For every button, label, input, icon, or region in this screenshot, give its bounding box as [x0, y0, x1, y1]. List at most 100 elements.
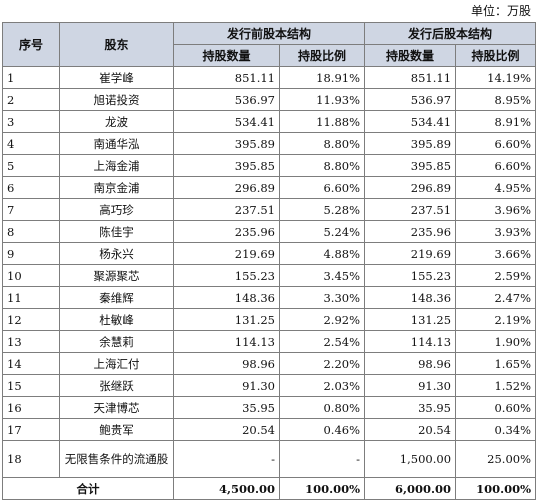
after-shares: 148.36	[364, 286, 457, 309]
table-row: 14 上海汇付 98.96 2.20% 98.96 1.65%	[2, 352, 537, 375]
before-shares: 219.69	[173, 242, 280, 265]
after-ratio: 2.59%	[455, 264, 537, 287]
after-ratio: 2.19%	[455, 308, 537, 331]
header-after-ratio: 持股比例	[455, 44, 537, 67]
row-number: 17	[2, 418, 60, 441]
row-number: 12	[2, 308, 60, 331]
before-shares: 35.95	[173, 396, 280, 419]
shareholder-name: 聚源聚芯	[59, 264, 174, 287]
row-number: 4	[2, 132, 60, 155]
before-ratio: 0.46%	[278, 418, 366, 441]
table-body: 1 崔学峰 851.11 18.91% 851.11 14.19% 2 旭诺投资 536.97 1…	[2, 66, 537, 478]
after-ratio: 8.91%	[455, 110, 537, 133]
row-number: 1	[2, 66, 60, 89]
table-footer: 合计 4,500.00 100.00% 6,000.00 100.00%	[2, 477, 537, 500]
after-ratio: 2.47%	[455, 286, 537, 309]
table-header: 序号 股东 发行前股本结构 发行后股本结构 持股数量 持股比例 持股数量 持股比…	[2, 22, 537, 67]
table-row: 16 天津博芯 35.95 0.80% 35.95 0.60%	[2, 396, 537, 419]
table-row: 7 高巧珍 237.51 5.28% 237.51 3.96%	[2, 198, 537, 221]
shareholder-name: 上海金浦	[59, 154, 174, 177]
shareholder-name: 杜敏峰	[59, 308, 174, 331]
shareholder-name: 杨永兴	[59, 242, 174, 265]
after-shares: 20.54	[364, 418, 457, 441]
after-shares: 534.41	[364, 110, 457, 133]
after-shares: 1,500.00	[364, 440, 457, 478]
total-before-shares: 4,500.00	[173, 477, 280, 500]
table-row: 15 张继跃 91.30 2.03% 91.30 1.52%	[2, 374, 537, 397]
table-row: 2 旭诺投资 536.97 11.93% 536.97 8.95%	[2, 88, 537, 111]
before-shares: 395.89	[173, 132, 280, 155]
header-before-group: 发行前股本结构	[172, 22, 366, 45]
shareholder-name: 南京金浦	[59, 176, 174, 199]
after-ratio: 3.66%	[455, 242, 537, 265]
total-after-ratio: 100.00%	[455, 477, 537, 500]
after-shares: 536.97	[364, 88, 457, 111]
table-row: 6 南京金浦 296.89 6.60% 296.89 4.95%	[2, 176, 537, 199]
after-shares: 91.30	[364, 374, 457, 397]
before-ratio: 2.20%	[278, 352, 366, 375]
shareholder-name: 天津博芯	[59, 396, 174, 419]
table-row: 5 上海金浦 395.85 8.80% 395.85 6.60%	[2, 154, 537, 177]
before-ratio: -	[278, 440, 366, 478]
header-before-shares: 持股数量	[173, 44, 280, 67]
shareholder-name: 旭诺投资	[59, 88, 174, 111]
after-ratio: 3.96%	[455, 198, 537, 221]
after-ratio: 6.60%	[455, 132, 537, 155]
header-no: 序号	[2, 22, 60, 67]
row-number: 16	[2, 396, 60, 419]
before-ratio: 18.91%	[278, 66, 366, 89]
shareholder-name: 鲍贵军	[59, 418, 174, 441]
before-shares: 114.13	[173, 330, 280, 353]
total-after-shares: 6,000.00	[364, 477, 457, 500]
header-after-shares: 持股数量	[364, 44, 457, 67]
before-ratio: 6.60%	[278, 176, 366, 199]
row-number: 14	[2, 352, 60, 375]
row-number: 9	[2, 242, 60, 265]
before-shares: 235.96	[173, 220, 280, 243]
shareholding-table: 序号 股东 发行前股本结构 发行后股本结构 持股数量 持股比例 持股数量 持股比…	[2, 22, 537, 500]
before-shares: 91.30	[173, 374, 280, 397]
header-holder: 股东	[59, 22, 174, 67]
table-row: 8 陈佳宇 235.96 5.24% 235.96 3.93%	[2, 220, 537, 243]
table-row: 18 无限售条件的流通股 - -1,500.00 25.00%	[2, 440, 537, 478]
before-ratio: 4.88%	[278, 242, 366, 265]
before-ratio: 3.45%	[278, 264, 366, 287]
before-ratio: 2.03%	[278, 374, 366, 397]
total-row: 合计 4,500.00 100.00% 6,000.00 100.00%	[2, 477, 537, 500]
row-number: 11	[2, 286, 60, 309]
after-ratio: 0.34%	[455, 418, 537, 441]
after-ratio: 6.60%	[455, 154, 537, 177]
before-shares: 20.54	[173, 418, 280, 441]
unit-label: 单位：万股	[470, 4, 531, 18]
before-ratio: 3.30%	[278, 286, 366, 309]
after-shares: 851.11	[364, 66, 457, 89]
row-number: 10	[2, 264, 60, 287]
after-ratio: 1.52%	[455, 374, 537, 397]
total-before-ratio: 100.00%	[278, 477, 366, 500]
after-shares: 237.51	[364, 198, 457, 221]
table-row: 9 杨永兴 219.69 4.88% 219.69 3.66%	[2, 242, 537, 265]
after-ratio: 8.95%	[455, 88, 537, 111]
after-shares: 296.89	[364, 176, 457, 199]
shareholder-name: 陈佳宇	[59, 220, 174, 243]
table-row: 10 聚源聚芯 155.23 3.45% 155.23 2.59%	[2, 264, 537, 287]
row-number: 7	[2, 198, 60, 221]
before-shares: 98.96	[173, 352, 280, 375]
after-shares: 155.23	[364, 264, 457, 287]
row-number: 5	[2, 154, 60, 177]
before-shares: -	[173, 440, 280, 478]
shareholder-name: 上海汇付	[59, 352, 174, 375]
before-ratio: 11.88%	[278, 110, 366, 133]
after-ratio: 1.90%	[455, 330, 537, 353]
before-shares: 131.25	[173, 308, 280, 331]
table-row: 3 龙波 534.41 11.88% 534.41 8.91%	[2, 110, 537, 133]
before-ratio: 5.24%	[278, 220, 366, 243]
after-ratio: 4.95%	[455, 176, 537, 199]
table-row: 4 南通华泓 395.89 8.80% 395.89 6.60%	[2, 132, 537, 155]
header-row-2: 持股数量 持股比例 持股数量 持股比例	[3, 44, 537, 67]
header-before-ratio: 持股比例	[278, 44, 366, 67]
before-shares: 148.36	[173, 286, 280, 309]
row-number: 18	[2, 440, 60, 478]
before-ratio: 11.93%	[278, 88, 366, 111]
before-shares: 536.97	[173, 88, 280, 111]
